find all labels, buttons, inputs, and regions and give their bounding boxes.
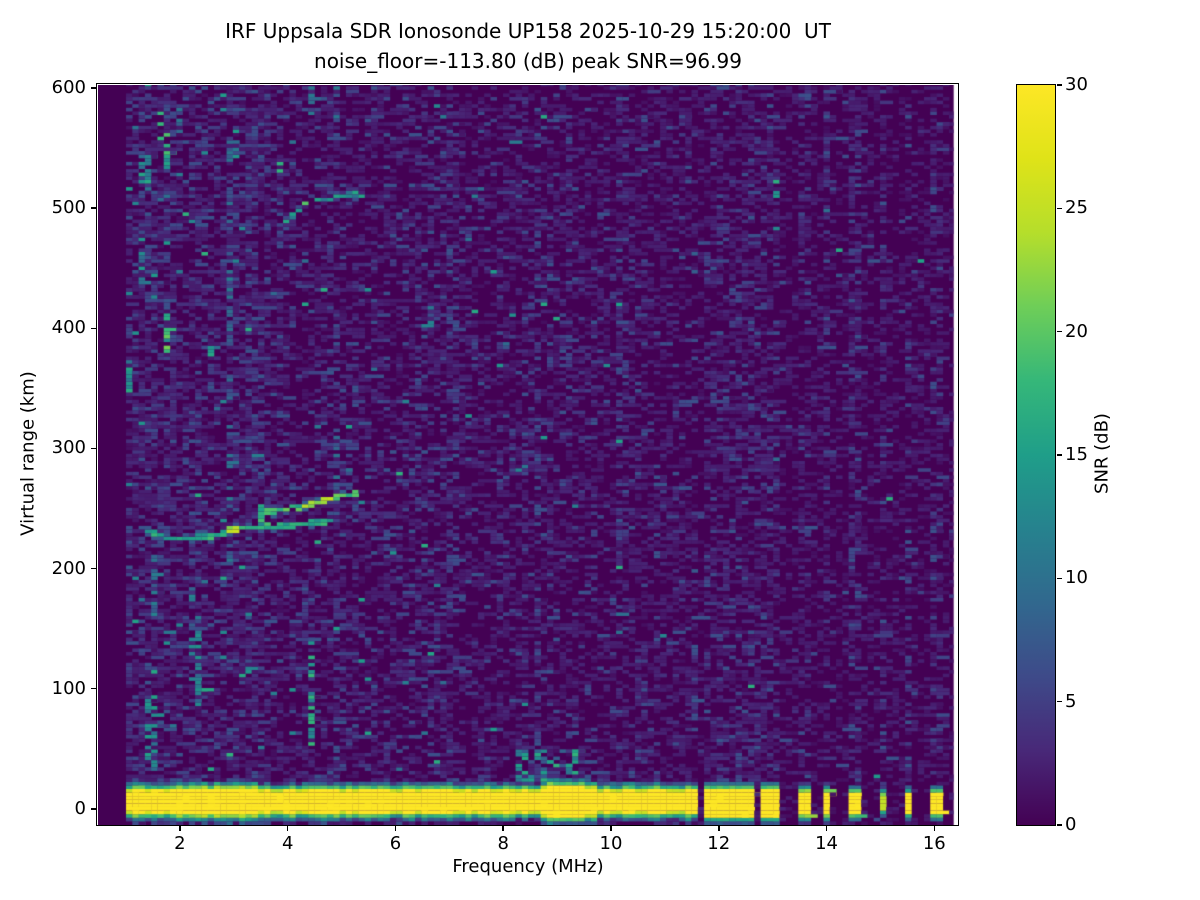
colorbar-tick-label: 15 [1065, 444, 1088, 465]
colorbar-tick-label: 5 [1065, 690, 1077, 712]
x-tick-label: 6 [389, 833, 402, 854]
y-tick-label: 400 [51, 317, 86, 339]
y-tick-label: 600 [51, 77, 86, 98]
figure-title-block: IRF Uppsala SDR Ionosonde UP158 2025-10-… [98, 16, 958, 76]
colorbar-tick-label: 25 [1065, 197, 1088, 219]
colorbar-tick-mark [1057, 577, 1062, 580]
y-tick-label: 500 [51, 197, 86, 219]
x-tick-label: 4 [281, 833, 294, 854]
figure-subtitle: noise_floor=-113.80 (dB) peak SNR=96.99 [314, 49, 742, 73]
colorbar-tick-label: 30 [1065, 74, 1088, 95]
y-axis-label: Virtual range (km) [17, 371, 39, 536]
x-tick-label: 16 [922, 833, 946, 854]
x-tick-label: 10 [599, 833, 623, 854]
x-tick-label: 8 [497, 833, 509, 854]
x-tick-mark [610, 826, 612, 831]
colorbar-tick-mark [1057, 700, 1062, 703]
colorbar-tick-label: 20 [1065, 320, 1088, 342]
x-tick-mark [286, 826, 289, 831]
colorbar-tick-mark [1057, 330, 1062, 333]
colorbar-tick-mark [1057, 824, 1062, 826]
y-tick-label: 200 [51, 557, 86, 579]
colorbar-tick-label: 0 [1065, 814, 1077, 835]
x-tick-mark [502, 826, 504, 831]
x-tick-mark [825, 826, 828, 831]
colorbar-tick-mark [1057, 454, 1062, 456]
y-tick-mark [91, 87, 96, 89]
colorbar-tick-label: 10 [1065, 567, 1088, 589]
x-axis-label: Frequency (MHz) [452, 856, 604, 877]
x-tick-label: 12 [707, 833, 731, 854]
y-tick-mark [91, 687, 96, 690]
y-tick-mark [91, 567, 96, 570]
colorbar-tick-mark [1057, 207, 1062, 210]
y-tick-label: 0 [74, 797, 86, 819]
ionogram-heatmap-canvas [98, 85, 958, 825]
y-tick-mark [91, 327, 96, 329]
colorbar-tick-mark [1057, 84, 1062, 86]
x-tick-mark [718, 826, 720, 831]
colorbar-label: SNR (dB) [1091, 413, 1113, 494]
colorbar-gradient [1015, 83, 1056, 826]
y-tick-label: 300 [51, 437, 86, 459]
y-tick-mark [91, 207, 96, 209]
x-tick-mark [179, 826, 181, 831]
x-tick-mark [933, 826, 936, 831]
plot-frame [96, 83, 959, 826]
figure-title: IRF Uppsala SDR Ionosonde UP158 2025-10-… [225, 19, 831, 43]
x-tick-label: 14 [815, 833, 838, 854]
y-tick-mark [91, 447, 96, 450]
y-tick-mark [91, 808, 96, 810]
x-tick-label: 2 [174, 833, 186, 854]
x-tick-mark [394, 826, 397, 831]
y-tick-label: 100 [51, 677, 86, 699]
